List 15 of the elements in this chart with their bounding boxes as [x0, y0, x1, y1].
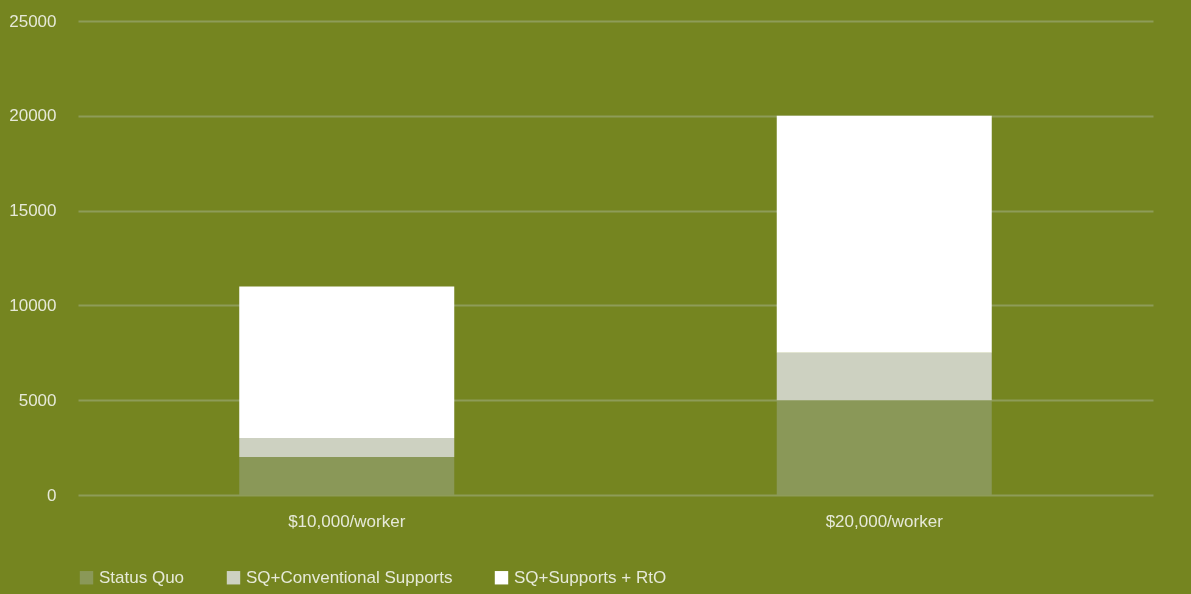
x-tick-label: $20,000/worker — [825, 511, 944, 531]
y-tick-label: 5000 — [18, 390, 57, 410]
bar — [776, 115, 992, 353]
bar — [239, 286, 455, 439]
y-tick-label: 15000 — [9, 201, 57, 221]
legend-label: Status Quo — [99, 567, 185, 587]
bar — [239, 438, 455, 458]
y-tick-label: 10000 — [9, 295, 57, 315]
legend-label: SQ+Supports + RtO — [514, 567, 667, 587]
y-tick-label: 20000 — [9, 106, 57, 126]
x-tick-label: $10,000/worker — [288, 511, 406, 531]
bar — [776, 352, 992, 401]
legend-label: SQ+Conventional Supports — [246, 567, 453, 587]
y-tick-label: 0 — [47, 485, 57, 505]
y-tick-label: 25000 — [9, 11, 57, 31]
